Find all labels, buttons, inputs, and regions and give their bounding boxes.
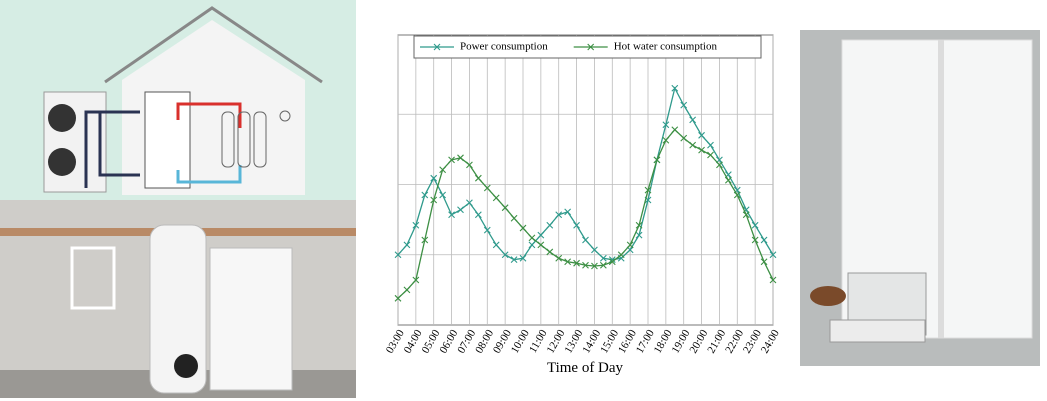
- point-marker: [555, 211, 563, 219]
- point-marker: [439, 191, 447, 199]
- legend-marker: [433, 43, 441, 51]
- point-marker: [537, 241, 545, 249]
- point-marker: [653, 156, 661, 164]
- point-marker: [680, 134, 688, 142]
- x-axis-title: Time of Day: [547, 360, 624, 376]
- legend-label: Hot water consumption: [614, 41, 718, 53]
- point-marker: [457, 154, 464, 162]
- plot-frame: [397, 34, 774, 326]
- point-marker: [742, 211, 750, 219]
- point-marker: [582, 236, 589, 244]
- point-marker: [564, 258, 572, 266]
- point-marker: [483, 184, 491, 192]
- point-marker: [698, 131, 705, 139]
- x-tick-label: 24:00: [759, 327, 782, 355]
- point-marker: [564, 208, 572, 216]
- point-marker: [635, 231, 643, 239]
- point-marker: [608, 258, 616, 266]
- point-marker: [501, 251, 509, 259]
- point-marker: [457, 206, 464, 214]
- point-marker: [430, 196, 438, 204]
- point-marker: [403, 286, 411, 294]
- x-tick-label: 10:00: [509, 327, 532, 355]
- point-marker: [626, 241, 634, 249]
- legend-marker: [587, 43, 595, 51]
- point-marker: [608, 256, 616, 264]
- point-marker: [733, 191, 741, 199]
- point-marker: [412, 276, 420, 284]
- point-marker: [591, 246, 598, 254]
- point-marker: [707, 141, 714, 149]
- point-marker: [474, 174, 482, 182]
- point-marker: [510, 256, 518, 264]
- point-marker: [662, 121, 670, 129]
- point-marker: [439, 166, 447, 174]
- point-marker: [599, 254, 607, 262]
- point-marker: [751, 221, 759, 229]
- point-marker: [474, 211, 482, 219]
- point-marker: [412, 221, 420, 229]
- point-marker: [769, 276, 777, 284]
- point-marker: [662, 136, 670, 144]
- point-marker: [501, 204, 509, 212]
- point-marker: [716, 161, 723, 169]
- point-marker: [483, 226, 491, 234]
- point-marker: [689, 116, 697, 124]
- point-marker: [510, 214, 518, 222]
- point-marker: [492, 241, 500, 249]
- point-marker: [769, 251, 777, 259]
- point-marker: [448, 156, 455, 164]
- point-marker: [403, 241, 411, 249]
- point-marker: [591, 262, 598, 270]
- point-marker: [698, 146, 705, 154]
- point-marker: [671, 84, 679, 92]
- point-marker: [421, 191, 429, 199]
- point-marker: [519, 224, 527, 232]
- point-marker: [751, 236, 759, 244]
- point-marker: [394, 294, 402, 302]
- point-marker: [466, 161, 473, 169]
- point-marker: [707, 151, 714, 159]
- wall-boiler-photo: [800, 30, 1040, 366]
- point-marker: [519, 254, 527, 262]
- point-marker: [635, 221, 643, 229]
- point-marker: [689, 141, 697, 149]
- point-marker: [546, 248, 554, 256]
- point-marker: [448, 211, 455, 219]
- heat-pump-illustration: [0, 0, 356, 200]
- point-marker: [421, 236, 429, 244]
- point-marker: [466, 199, 473, 207]
- point-marker: [760, 258, 768, 266]
- point-marker: [573, 221, 580, 229]
- point-marker: [537, 231, 545, 239]
- point-marker: [599, 261, 607, 269]
- point-marker: [644, 186, 652, 194]
- point-marker: [555, 254, 563, 262]
- point-marker: [680, 101, 688, 109]
- point-marker: [582, 261, 589, 269]
- legend-label: Power consumption: [460, 41, 548, 53]
- point-marker: [546, 221, 554, 229]
- point-marker: [573, 259, 580, 267]
- point-marker: [671, 126, 679, 134]
- point-marker: [760, 236, 768, 244]
- point-marker: [394, 251, 402, 259]
- point-marker: [617, 251, 625, 259]
- point-marker: [528, 234, 536, 242]
- point-marker: [430, 174, 438, 182]
- boiler-room-photo: [0, 200, 356, 398]
- legend: Power consumption Hot water consumption: [413, 35, 762, 59]
- point-marker: [724, 176, 732, 184]
- point-marker: [528, 241, 536, 249]
- point-marker: [492, 194, 500, 202]
